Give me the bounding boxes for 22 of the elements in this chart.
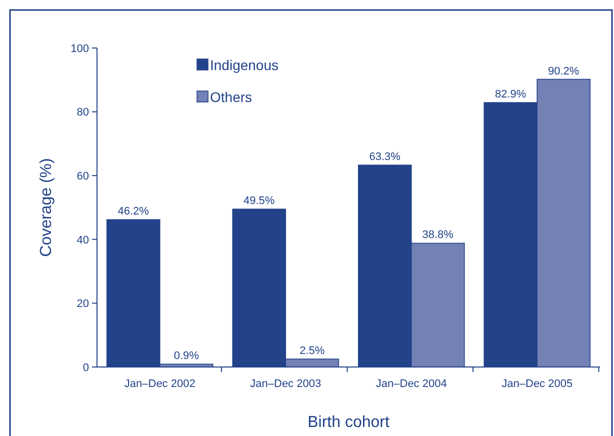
y-tick-label: 80 (76, 106, 89, 119)
x-tick-label: Jan–Dec 2004 (376, 378, 447, 390)
x-tick-label: Jan–Dec 2002 (124, 378, 196, 390)
data-label: 2.5% (300, 345, 325, 358)
x-axis-title: Birth cohort (308, 414, 390, 431)
y-tick-label: 0 (82, 362, 89, 374)
data-label: 0.9% (174, 350, 200, 362)
legend-label: Others (210, 88, 252, 105)
data-label: 90.2% (548, 65, 580, 78)
y-tick-label: 100 (70, 42, 89, 55)
y-tick-label: 20 (76, 298, 89, 310)
data-label: 38.8% (422, 229, 454, 242)
data-label: 46.2% (118, 206, 150, 218)
y-tick-label: 40 (76, 234, 89, 246)
data-label: 82.9% (495, 88, 526, 101)
data-label: 49.5% (244, 195, 275, 208)
y-tick-label: 60 (76, 170, 89, 182)
x-tick-label: Jan–Dec 2003 (250, 378, 322, 390)
y-axis-title: Coverage (%) (38, 158, 55, 257)
legend-label: Indigenous (210, 56, 279, 73)
data-label: 63.3% (369, 151, 401, 164)
x-tick-label: Jan–Dec 2005 (502, 378, 573, 390)
